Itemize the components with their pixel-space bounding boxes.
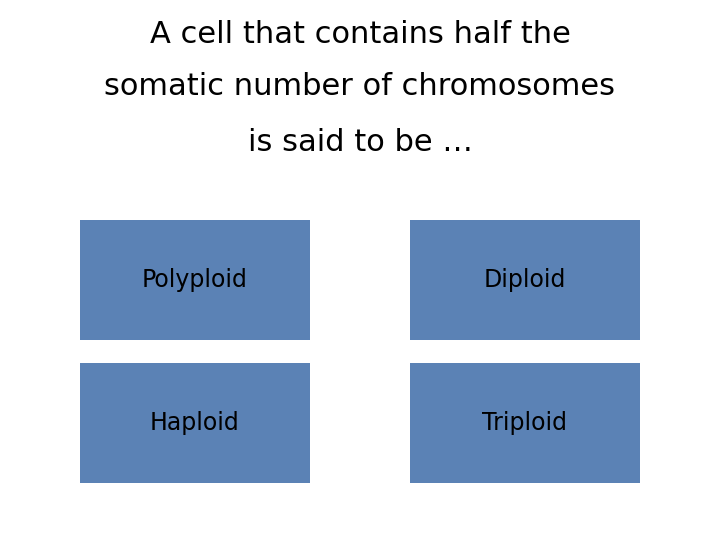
- Text: Haploid: Haploid: [150, 411, 240, 435]
- Text: A cell that contains half the: A cell that contains half the: [150, 20, 570, 49]
- Text: is said to be …: is said to be …: [248, 128, 472, 157]
- Text: Diploid: Diploid: [484, 268, 566, 292]
- FancyBboxPatch shape: [410, 220, 640, 340]
- FancyBboxPatch shape: [410, 363, 640, 483]
- Text: somatic number of chromosomes: somatic number of chromosomes: [104, 72, 616, 101]
- FancyBboxPatch shape: [80, 363, 310, 483]
- Text: Triploid: Triploid: [482, 411, 567, 435]
- Text: Polyploid: Polyploid: [142, 268, 248, 292]
- FancyBboxPatch shape: [80, 220, 310, 340]
